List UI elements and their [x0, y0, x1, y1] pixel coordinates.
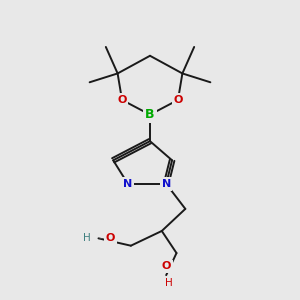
Text: -: -: [99, 233, 103, 243]
Text: N: N: [123, 179, 133, 189]
Text: H: H: [83, 233, 91, 243]
Text: O: O: [161, 261, 171, 271]
Text: O: O: [117, 95, 127, 105]
Text: N: N: [162, 179, 171, 189]
Text: O: O: [106, 233, 115, 243]
Text: O: O: [173, 95, 183, 105]
Text: B: B: [145, 108, 155, 121]
Text: H: H: [165, 278, 173, 288]
